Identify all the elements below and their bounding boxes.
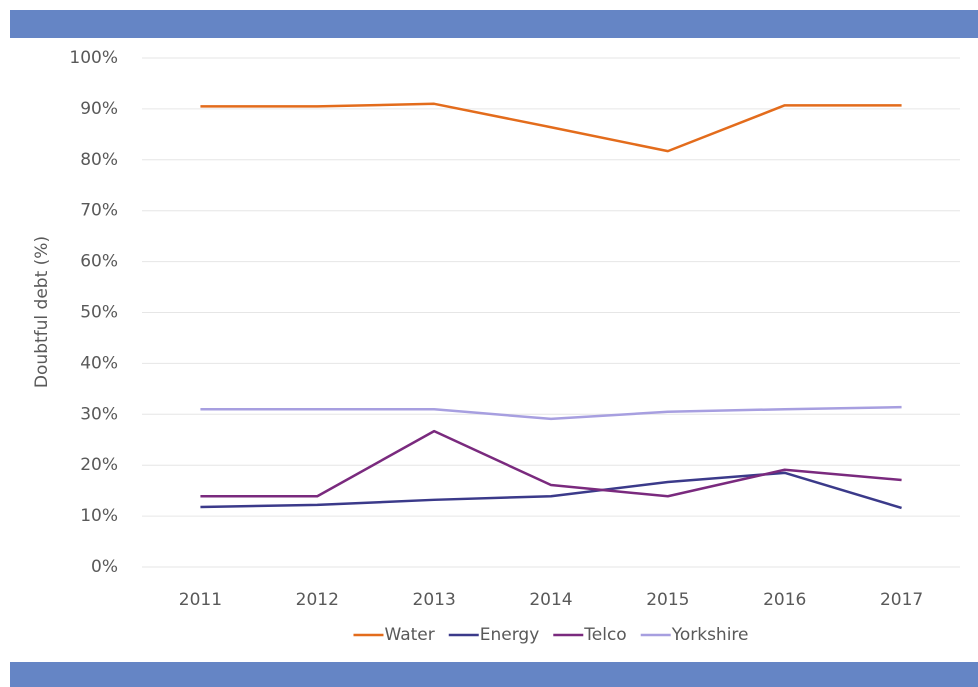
y-tick-label: 80% xyxy=(80,150,118,170)
series-line xyxy=(200,471,902,510)
y-tick-label: 10% xyxy=(80,506,118,526)
y-tick-label: 0% xyxy=(91,557,118,577)
y-tick-label: 50% xyxy=(80,303,118,323)
x-tick-label: 2015 xyxy=(646,590,689,610)
series-line xyxy=(200,429,902,498)
y-tick-label: 30% xyxy=(80,404,118,424)
legend-label: Yorkshire xyxy=(671,625,749,645)
y-tick-label: 90% xyxy=(80,99,118,119)
y-tick-label: 70% xyxy=(80,201,118,221)
y-tick-label: 20% xyxy=(80,455,118,475)
bottom-band xyxy=(10,662,978,687)
legend-label: Water xyxy=(384,625,434,645)
x-tick-label: 2011 xyxy=(179,590,222,610)
series-line xyxy=(200,405,902,421)
legend-label: Energy xyxy=(480,625,540,645)
x-tick-label: 2013 xyxy=(413,590,456,610)
y-tick-label: 60% xyxy=(80,252,118,272)
y-tick-label: 100% xyxy=(69,48,118,68)
x-tick-label: 2014 xyxy=(529,590,572,610)
series-line xyxy=(200,102,902,153)
y-tick-label: 40% xyxy=(80,353,118,373)
x-tick-label: 2017 xyxy=(880,590,923,610)
x-tick-label: 2016 xyxy=(763,590,806,610)
y-axis-label: Doubtful debt (%) xyxy=(32,236,52,388)
legend: Water Energy Telco Yorkshire xyxy=(353,625,749,645)
legend-label: Telco xyxy=(583,625,626,645)
top-band xyxy=(10,10,978,38)
x-tick-label: 2012 xyxy=(296,590,339,610)
